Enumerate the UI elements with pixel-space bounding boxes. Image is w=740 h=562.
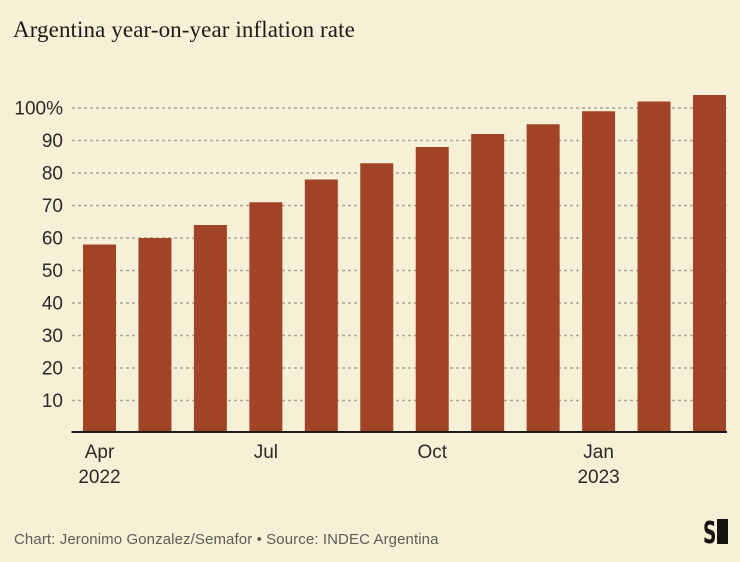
logo-flag-bar xyxy=(717,519,728,544)
y-tick-label-20: 20 xyxy=(42,359,63,380)
y-tick-label-60: 60 xyxy=(42,229,63,250)
y-tick-label-90: 90 xyxy=(42,131,63,152)
bar-jul-2022 xyxy=(249,202,283,433)
y-tick-label-30: 30 xyxy=(42,326,63,347)
bar-mar-2023 xyxy=(693,95,726,433)
bar-chart-plot: 10 20 30 40 50 60 70 80 90 100% Apr 2022 Jul Oct Jan 20… xyxy=(14,95,727,488)
x-tick-month-oct: Oct xyxy=(417,442,447,463)
bar-apr-2022 xyxy=(83,244,116,433)
logo-letter-s: S xyxy=(703,519,716,544)
y-tick-label-10: 10 xyxy=(42,391,63,412)
x-tick-month-apr: Apr xyxy=(85,442,115,463)
bar-jan-2023 xyxy=(582,111,616,433)
x-tick-month-jan: Jan xyxy=(583,442,614,463)
x-tick-month-jul: Jul xyxy=(254,442,278,463)
bar-aug-2022 xyxy=(304,179,338,433)
bar-feb-2023 xyxy=(637,101,671,433)
bar-oct-2022 xyxy=(415,147,449,433)
y-tick-label-50: 50 xyxy=(42,261,63,282)
y-tick-label-100: 100% xyxy=(14,99,63,120)
y-tick-label-40: 40 xyxy=(42,294,63,315)
bar-jun-2022 xyxy=(193,225,227,433)
semafor-logo-icon: S xyxy=(703,519,728,544)
bar-dec-2022 xyxy=(526,124,560,433)
y-tick-label-70: 70 xyxy=(42,196,63,217)
bar-may-2022 xyxy=(138,238,172,433)
logo-letter-group: S xyxy=(703,519,716,544)
chart-credit: Chart: Jeronimo Gonzalez/Semafor • Sourc… xyxy=(14,531,439,548)
x-tick-year-2023: 2023 xyxy=(577,467,619,488)
x-tick-year-2022: 2022 xyxy=(78,467,120,488)
y-tick-label-80: 80 xyxy=(42,164,63,185)
bar-nov-2022 xyxy=(471,134,505,433)
chart-title: Argentina year-on-year inflation rate xyxy=(13,17,355,42)
bar-sep-2022 xyxy=(360,163,394,433)
